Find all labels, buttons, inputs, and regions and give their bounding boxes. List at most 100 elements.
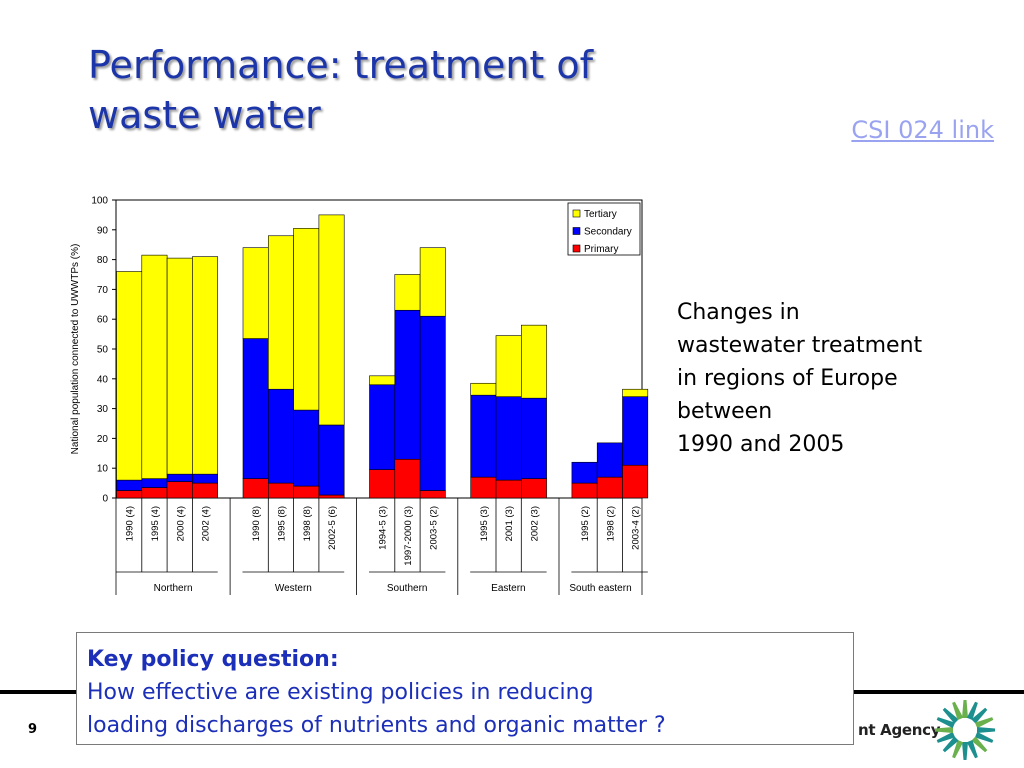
category-label: 1995 (4)	[150, 506, 161, 541]
y-tick-label: 90	[97, 225, 109, 236]
csi-024-link[interactable]: CSI 024 link	[851, 116, 994, 144]
group-label: South eastern	[569, 583, 631, 594]
logo-ray	[974, 731, 994, 743]
bar-secondary-14	[520, 397, 547, 479]
category-label: 2002 (4)	[201, 506, 212, 541]
bar-secondary-2	[141, 478, 168, 488]
bar-primary-17	[622, 464, 649, 499]
logo-ray	[952, 701, 964, 721]
chart-caption: Changes in wastewater treatment in regio…	[677, 296, 922, 461]
legend-swatch-secondary	[572, 227, 581, 235]
group-label: Southern	[387, 583, 428, 594]
y-tick-label: 80	[97, 255, 109, 266]
eea-logo-icon	[935, 700, 995, 760]
logo-ray	[962, 700, 968, 718]
category-label: 1995 (2)	[580, 506, 591, 541]
category-label: 1998 (8)	[302, 506, 313, 541]
category-label: 1997-2000 (3)	[403, 506, 414, 566]
slide-title-line-1: Performance: treatment of	[88, 43, 594, 87]
bar-primary-2	[141, 487, 168, 499]
group-label: Northern	[154, 583, 193, 594]
logo-ray	[942, 707, 959, 724]
bar-secondary-9	[369, 384, 396, 470]
bar-tertiary-1	[116, 271, 143, 481]
bar-tertiary-11	[419, 247, 446, 317]
caption-line-2: wastewater treatment	[677, 333, 923, 358]
category-label: 2002-5 (6)	[327, 506, 338, 550]
y-tick-label: 10	[97, 464, 109, 475]
bar-tertiary-8	[318, 214, 345, 426]
y-tick-label: 50	[97, 345, 109, 356]
bar-tertiary-13	[495, 335, 522, 397]
logo-ray	[935, 727, 953, 733]
logo-ray	[971, 707, 988, 724]
y-tick-label: 20	[97, 434, 109, 445]
bar-tertiary-5	[242, 247, 269, 339]
bar-secondary-12	[470, 394, 497, 478]
y-tick-label: 30	[97, 404, 109, 415]
bar-secondary-13	[495, 396, 522, 481]
slide-title: Performance: treatment of waste water	[88, 40, 593, 140]
y-tick-label: 60	[97, 315, 109, 326]
slide-title-line-2: waste water	[88, 93, 321, 137]
legend-swatch-tertiary	[572, 209, 581, 218]
caption-line-5: 1990 and 2005	[677, 432, 845, 457]
logo-ray	[936, 731, 956, 743]
bar-tertiary-7	[293, 228, 320, 411]
bar-primary-13	[495, 479, 522, 499]
bar-primary-16	[596, 476, 623, 499]
wastewater-treatment-chart: 0 10 20 30 40 50 60 70 80 90 100 National populatio…	[70, 196, 649, 595]
group-label: Eastern	[491, 583, 525, 594]
bar-secondary-16	[596, 442, 623, 478]
category-label: 1995 (3)	[479, 506, 490, 541]
logo-ray	[942, 736, 959, 753]
policy-text-line-1: How effective are existing policies in r…	[87, 680, 594, 705]
bar-tertiary-12	[470, 382, 497, 396]
logo-ray	[977, 727, 995, 733]
bar-primary-9	[369, 469, 396, 499]
bar-secondary-6	[268, 388, 294, 484]
bar-primary-15	[571, 482, 598, 499]
bar-secondary-8	[318, 424, 345, 496]
bar-tertiary-10	[394, 274, 421, 311]
category-label: 2002 (3)	[529, 506, 540, 541]
bar-secondary-3	[166, 473, 193, 482]
logo-ray	[971, 736, 988, 753]
logo-ray	[952, 739, 964, 759]
bar-tertiary-3	[166, 257, 193, 475]
bar-primary-4	[192, 482, 218, 499]
category-label: 1995 (8)	[276, 506, 287, 541]
policy-question-box: Key policy question: How effective are e…	[76, 632, 854, 745]
bar-secondary-10	[394, 309, 421, 460]
bar-tertiary-9	[369, 375, 396, 386]
y-tick-label: 0	[102, 494, 108, 505]
category-label: 1994-5 (3)	[378, 506, 389, 550]
bar-primary-1	[116, 490, 143, 499]
logo-ray	[966, 739, 978, 759]
category-label: 2003-5 (2)	[428, 506, 439, 550]
logo-ray	[936, 717, 956, 729]
bar-secondary-5	[242, 338, 269, 479]
caption-line-3: in regions of Europe	[677, 366, 898, 391]
bar-secondary-4	[192, 473, 218, 484]
bar-primary-6	[268, 482, 294, 499]
legend-label-primary: Primary	[584, 244, 618, 255]
legend-swatch-primary	[572, 244, 581, 253]
bar-tertiary-6	[268, 235, 294, 390]
legend-label-tertiary: Tertiary	[584, 209, 617, 220]
agency-name-text: nt Agency	[858, 721, 941, 739]
bar-tertiary-2	[141, 254, 168, 479]
bar-secondary-7	[293, 409, 320, 487]
bar-primary-11	[419, 490, 446, 499]
y-tick-label: 40	[97, 374, 109, 385]
bar-primary-7	[293, 485, 320, 499]
category-label: 1990 (8)	[251, 506, 262, 541]
caption-line-4: between	[677, 399, 773, 424]
logo-ray	[962, 742, 968, 760]
bar-primary-10	[394, 458, 421, 499]
y-tick-label: 70	[97, 285, 109, 296]
caption-line-1: Changes in	[677, 300, 800, 325]
logo-ray	[974, 717, 994, 729]
bar-primary-3	[166, 481, 193, 499]
policy-text-line-2: loading discharges of nutrients and orga…	[87, 713, 666, 738]
